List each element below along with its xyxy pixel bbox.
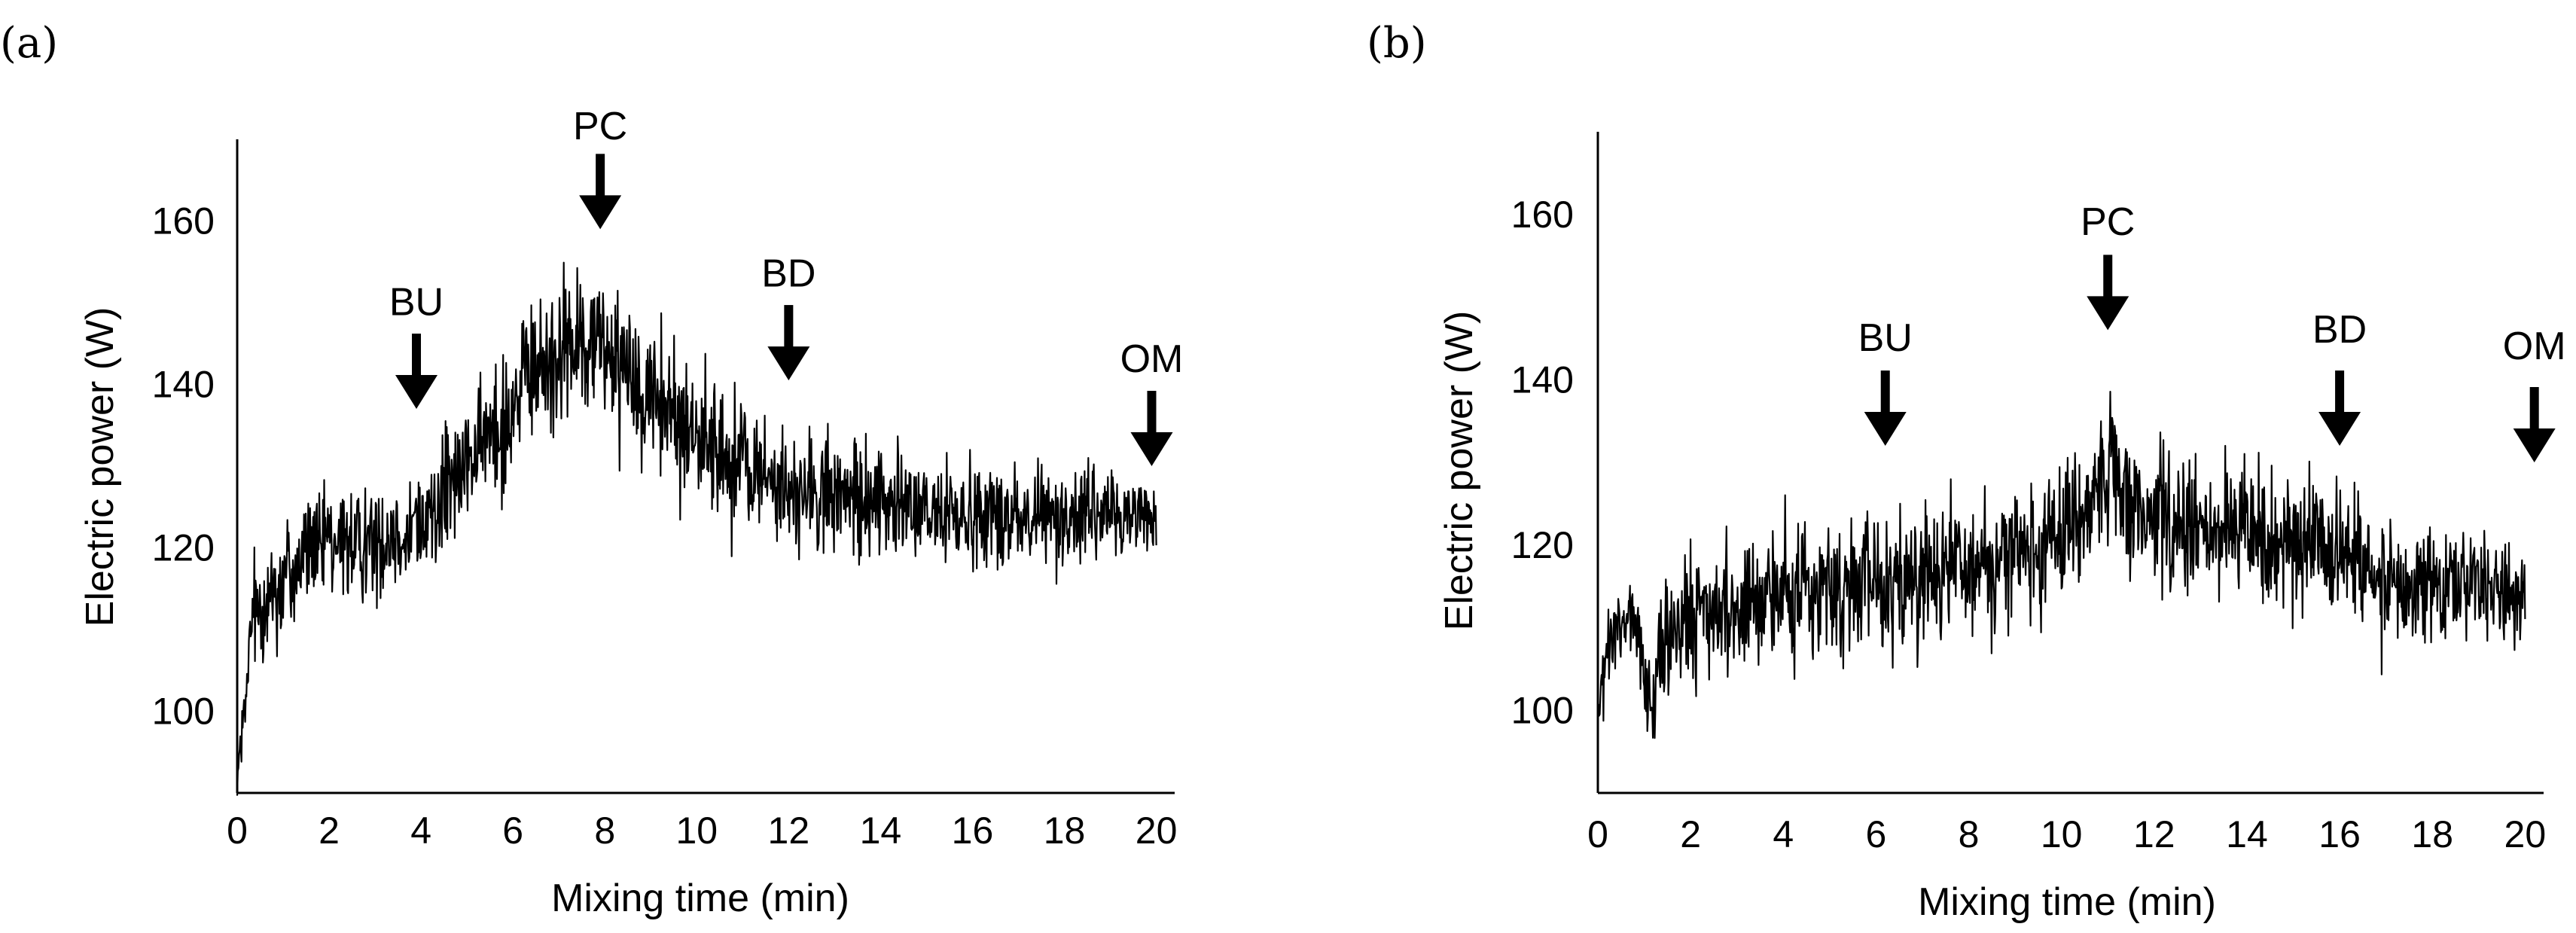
event-arrow-bu — [1864, 370, 1907, 447]
x-tick-label: 6 — [1866, 813, 1887, 855]
x-tick-label: 4 — [1773, 813, 1794, 855]
event-label-bd: BD — [2312, 308, 2367, 352]
y-tick-label: 120 — [1511, 524, 1574, 566]
event-annotations-a: BU PC BD OM — [389, 105, 1183, 466]
event-arrow-pc — [579, 154, 622, 230]
x-tick-label: 2 — [319, 810, 340, 852]
panel-label-a: (a) — [0, 19, 58, 68]
x-tick-label: 12 — [2133, 813, 2175, 855]
event-label-bu: BU — [1858, 316, 1913, 360]
x-tick-label: 10 — [675, 810, 718, 852]
y-tick-label: 160 — [1511, 194, 1574, 236]
event-label-pc: PC — [2081, 200, 2135, 244]
event-annotations-b: BU PC BD OM — [1858, 200, 2566, 462]
x-tick-labels-b: 0 2 4 6 8 10 12 14 16 18 20 — [1587, 813, 2546, 855]
x-tick-label: 20 — [1136, 810, 1178, 852]
x-tick-label: 14 — [2226, 813, 2268, 855]
x-tick-label: 16 — [2318, 813, 2361, 855]
y-tick-label: 120 — [152, 527, 215, 569]
event-arrow-bu — [395, 334, 438, 410]
event-arrow-om — [1130, 391, 1173, 466]
x-tick-label: 4 — [410, 810, 431, 852]
x-tick-label: 20 — [2504, 813, 2547, 855]
event-label-bu: BU — [389, 280, 444, 324]
x-axis-title-b: Mixing time (min) — [1918, 880, 2216, 924]
y-tick-label: 100 — [1511, 689, 1574, 731]
x-tick-label: 16 — [952, 810, 994, 852]
x-tick-label: 0 — [227, 810, 248, 852]
event-arrow-bd — [767, 305, 810, 381]
x-tick-label: 10 — [2041, 813, 2083, 855]
y-tick-label: 140 — [1511, 358, 1574, 401]
x-tick-label: 12 — [768, 810, 810, 852]
x-tick-label: 0 — [1587, 813, 1608, 855]
event-label-bd: BD — [761, 252, 815, 295]
x-tick-label: 18 — [2411, 813, 2453, 855]
y-tick-labels-a: 100 120 140 160 — [152, 200, 215, 733]
event-label-om: OM — [2503, 325, 2566, 368]
power-trace — [1596, 391, 2526, 739]
power-trace — [236, 261, 1157, 796]
plot-area-a — [236, 261, 1157, 796]
x-tick-label: 2 — [1680, 813, 1701, 855]
event-label-pc: PC — [573, 105, 627, 148]
y-tick-label: 160 — [152, 200, 215, 242]
y-axis-title-b: Electric power (W) — [1437, 311, 1481, 631]
event-arrow-bd — [2318, 370, 2361, 447]
y-tick-label: 100 — [152, 691, 215, 733]
panel-label-b: (b) — [1367, 19, 1427, 68]
event-arrow-pc — [2087, 255, 2129, 331]
x-tick-label: 14 — [860, 810, 902, 852]
y-axis-title-a: Electric power (W) — [78, 307, 122, 627]
chart-panel-a: (a) 0 2 4 6 8 10 12 14 16 18 20 100 120 140 160 Mixin… — [0, 19, 1183, 920]
plot-area-b — [1596, 391, 2526, 739]
x-axis-title-a: Mixing time (min) — [551, 877, 849, 920]
chart-panel-b: (b) 0 2 4 6 8 10 12 14 16 18 20 100 120 140 160 Mixin… — [1367, 19, 2566, 924]
x-tick-label: 8 — [1959, 813, 1980, 855]
x-tick-label: 18 — [1044, 810, 1086, 852]
x-tick-label: 8 — [594, 810, 615, 852]
x-tick-labels-a: 0 2 4 6 8 10 12 14 16 18 20 — [227, 810, 1177, 852]
event-label-om: OM — [1120, 337, 1184, 381]
event-arrow-om — [2513, 387, 2556, 462]
x-tick-label: 6 — [502, 810, 523, 852]
y-tick-label: 140 — [152, 364, 215, 406]
y-tick-labels-b: 100 120 140 160 — [1511, 194, 1574, 732]
